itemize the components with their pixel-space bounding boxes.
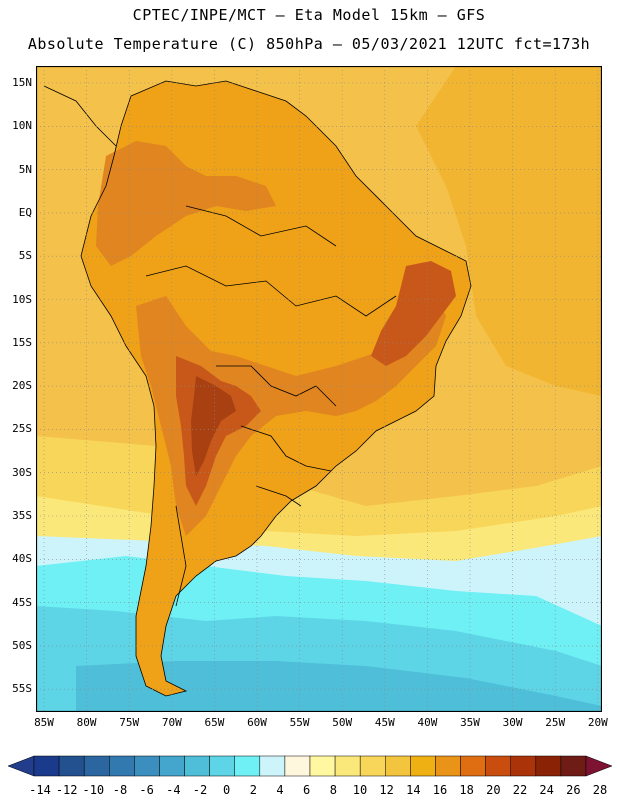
colorbar-tick-label: 10 [352, 783, 368, 797]
colorbar-swatch [510, 755, 537, 777]
colorbar-tick-label: -12 [55, 783, 78, 797]
colorbar-swatch [309, 755, 336, 777]
colorbar-tick-label: 14 [406, 783, 421, 797]
lat-label: 5N [18, 162, 32, 176]
lat-label: 35S [12, 509, 32, 522]
colorbar-swatch [159, 755, 185, 777]
colorbar-swatch [58, 755, 85, 777]
colorbar-swatch [385, 755, 411, 777]
lat-label: 5S [18, 249, 32, 263]
lon-label: 30W [502, 716, 523, 729]
colorbar-swatch [560, 755, 587, 777]
colorbar-swatch [33, 755, 60, 777]
lat-label: EQ [18, 205, 32, 219]
colorbar-tick-label: 0 [223, 783, 231, 797]
colorbar-swatch [234, 755, 261, 777]
land-hot-interior [136, 296, 446, 536]
cold-deep-region [76, 661, 602, 712]
colorbar-swatch [83, 755, 110, 777]
colorbar-tick-label: -10 [82, 783, 105, 797]
lon-label: 75W [119, 716, 140, 729]
lat-label: 10S [12, 292, 32, 306]
lon-label: 60W [247, 716, 267, 729]
lon-label: 65W [204, 716, 225, 729]
lon-label: 35W [460, 716, 480, 729]
coastlines-and-borders [43, 80, 472, 697]
lon-label: 20W [587, 716, 608, 729]
colorbar-tick-label: 6 [303, 783, 311, 797]
colorbar-swatch [109, 755, 135, 777]
colorbar-swatch [485, 755, 511, 777]
lat-label: 40S [12, 552, 32, 566]
colorbar-tick-label: 12 [379, 783, 394, 797]
lat-label: 50S [12, 638, 32, 652]
colorbar-high-arrow [585, 755, 613, 777]
colorbar-tick-label: 28 [592, 783, 608, 797]
lat-label: 10N [12, 119, 32, 133]
colorbar-swatch [134, 755, 160, 777]
lon-label: 85W [34, 716, 54, 729]
colorbar-swatch [284, 755, 311, 777]
colorbar-tick-label: 26 [566, 783, 581, 797]
temperature-colorbar [7, 755, 613, 777]
colorbar-tick-label: 4 [276, 783, 284, 797]
colorbar-tick-label: 2 [249, 783, 257, 797]
colorbar-swatch [209, 755, 235, 777]
lat-label: 20S [12, 379, 32, 393]
land-hot-northeast [371, 261, 456, 366]
colorbar-tick-label: 8 [329, 783, 337, 797]
colorbar-swatch [334, 755, 361, 777]
lon-label: 40W [417, 716, 438, 729]
lon-label: 70W [161, 716, 182, 729]
lon-label: 45W [374, 716, 395, 729]
ocean-hot-zone [416, 66, 602, 396]
land-hot-north [96, 141, 276, 266]
colorbar-tick-label: -2 [192, 783, 208, 797]
temperature-map [36, 66, 602, 712]
colorbar-tick-label: 20 [486, 783, 501, 797]
lon-label: 50W [332, 716, 353, 729]
colorbar-low-arrow [7, 755, 35, 777]
lat-label: 15S [12, 335, 32, 349]
colorbar-swatch [184, 755, 210, 777]
map-title-line1: CPTEC/INPE/MCT — Eta Model 15km — GFS [132, 6, 486, 24]
lon-label: 55W [289, 716, 310, 729]
lat-label: 55S [12, 682, 32, 696]
colorbar-tick-label: -4 [166, 783, 181, 797]
colorbar-tick-label: 18 [459, 783, 474, 797]
colorbar-swatch [435, 755, 461, 777]
lat-label: 15N [12, 76, 32, 89]
lon-label: 80W [76, 716, 97, 729]
colorbar-tick-label: -6 [139, 783, 154, 797]
map-frame [36, 66, 602, 712]
land-extreme-core [191, 376, 236, 476]
colorbar-swatch [410, 755, 436, 777]
lon-label: 25W [545, 716, 566, 729]
colorbar-tick-label: -8 [112, 783, 128, 797]
colorbar-swatch [460, 755, 486, 777]
colorbar-tick-label: 16 [432, 783, 448, 797]
colorbar-swatch [359, 755, 386, 777]
colorbar-tick-label: 24 [539, 783, 554, 797]
colorbar-tick-label: -14 [29, 783, 51, 797]
lat-label: 45S [12, 595, 32, 609]
colorbar-tick-label: 22 [512, 783, 528, 797]
colorbar-swatch [259, 755, 286, 777]
lat-label: 25S [12, 422, 32, 436]
lat-label: 30S [12, 465, 32, 479]
map-title-line2: Absolute Temperature (C) 850hPa — 05/03/… [27, 35, 591, 53]
colorbar-swatch [535, 755, 562, 777]
